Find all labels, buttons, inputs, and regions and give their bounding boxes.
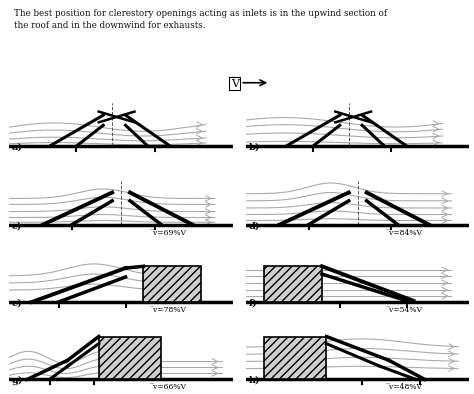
Text: ̅v=69%V: ̅v=69%V [154, 229, 187, 237]
Text: d): d) [248, 221, 260, 230]
Text: f): f) [248, 299, 257, 308]
Text: ̅v=78%V: ̅v=78%V [154, 306, 187, 314]
Text: b): b) [248, 142, 260, 151]
Text: ̅v=84%V: ̅v=84%V [390, 229, 423, 237]
Text: The best position for clerestory openings acting as inlets is in the upwind sect: The best position for clerestory opening… [14, 9, 387, 30]
Bar [264, 336, 327, 379]
Text: ̅v=54%V: ̅v=54%V [390, 306, 423, 314]
Text: ̅v=66%V: ̅v=66%V [154, 383, 187, 392]
Text: h): h) [248, 376, 260, 385]
Text: e): e) [12, 299, 22, 308]
Bar [264, 266, 322, 302]
Bar [144, 266, 201, 302]
Text: a): a) [12, 142, 23, 151]
Text: c): c) [12, 221, 22, 230]
Text: V: V [231, 78, 238, 89]
Text: ̅v=48%V: ̅v=48%V [390, 383, 423, 392]
Text: g): g) [12, 376, 23, 385]
Bar [99, 336, 161, 379]
